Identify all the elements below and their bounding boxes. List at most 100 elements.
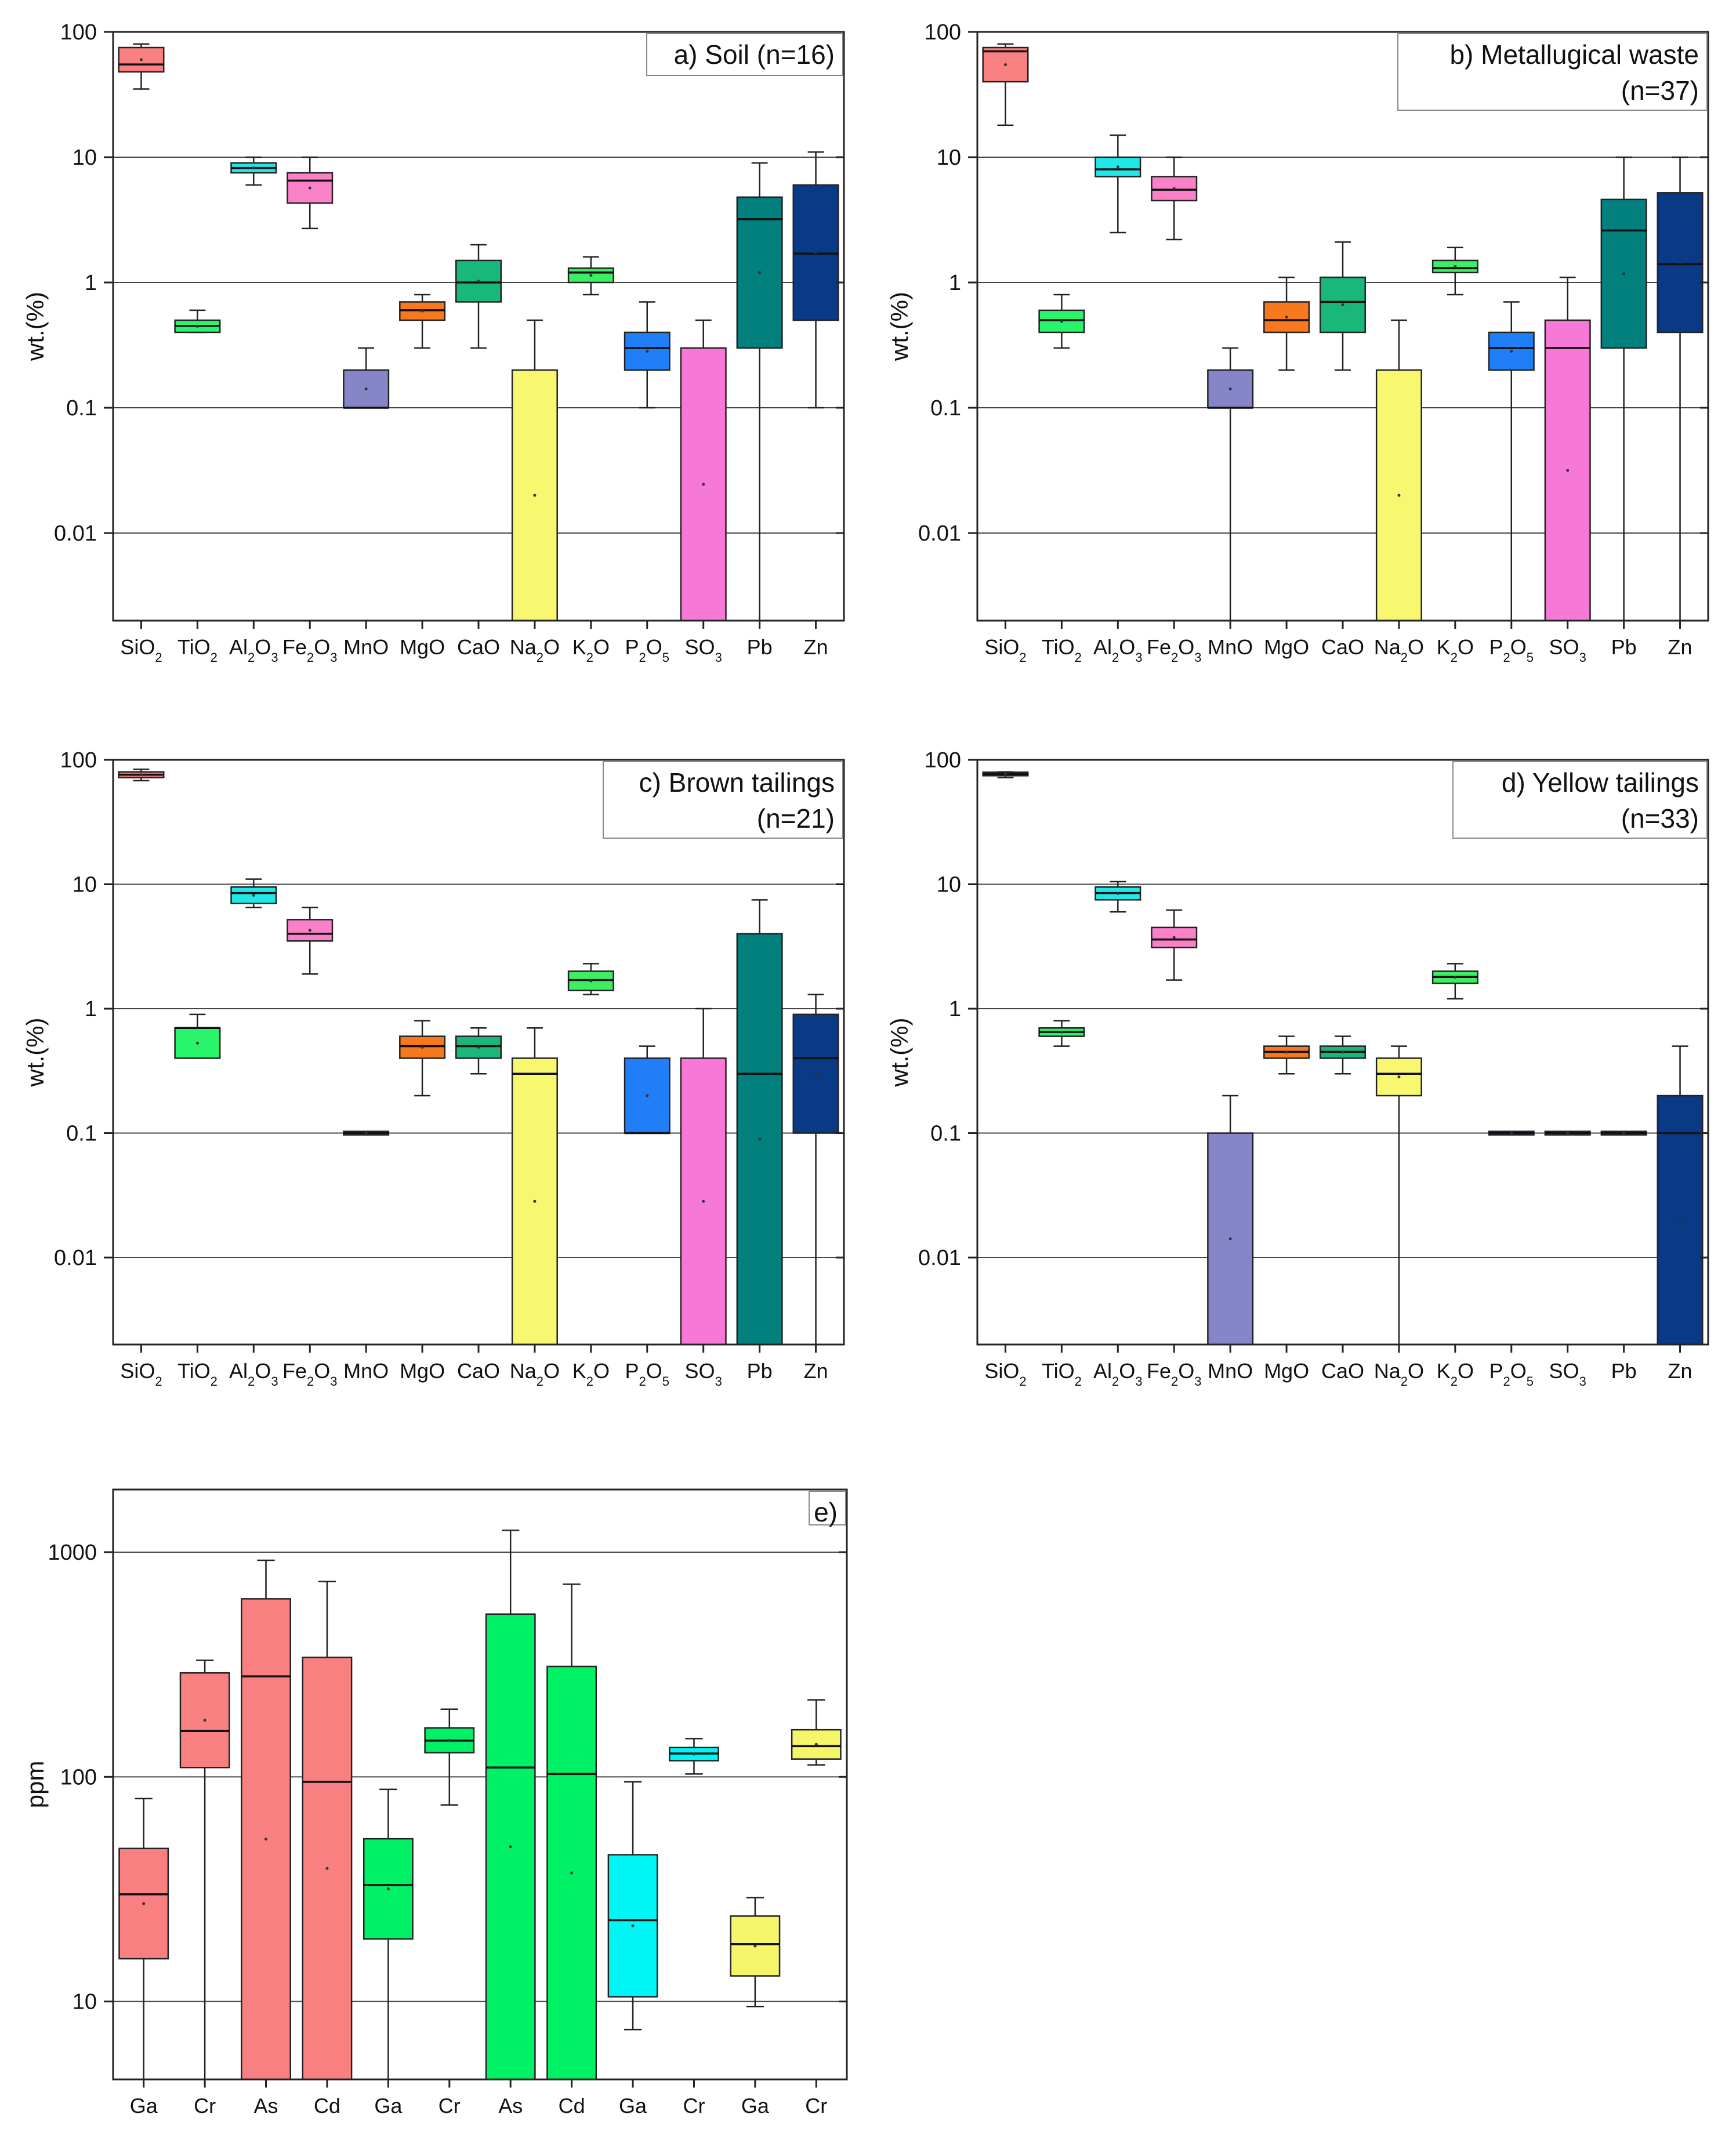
box-b-1 [1038, 293, 1085, 349]
box-d-2 [1094, 880, 1141, 913]
box-c-9 [624, 1045, 671, 1135]
panel-e: Ga Cr As Cd Ga Cr As Cd Ga Cr Ga Cr 1000 100 10 ppm e) [21, 1488, 848, 2118]
panel-title-line: d) Yellow tailings [1502, 767, 1699, 798]
y-axis-label: wt.(%) [886, 292, 913, 361]
x-tick-label: Na2O [510, 635, 560, 665]
mean-dot [308, 929, 311, 932]
box-c-2 [230, 878, 277, 908]
y-tick-label: 10 [73, 146, 97, 170]
y-tick-label: 0.01 [54, 521, 97, 546]
box-e-3 [302, 1581, 353, 2081]
box-e-7 [546, 1583, 597, 2081]
mean-dot [758, 271, 762, 274]
panel-d: SiO2 TiO2 Al2O3 Fe2O3 MnO MgO CaO Na2O K2O P2O5 SO… [886, 748, 1709, 1389]
mean-dot [631, 1924, 635, 1927]
mean-dot [1679, 261, 1682, 264]
mean-dot [814, 251, 818, 254]
x-tick-label: MnO [343, 635, 389, 659]
mean-dot [692, 1752, 695, 1756]
box-e-5 [424, 1708, 475, 1806]
mean-dot [1228, 387, 1232, 391]
y-tick-label: 100 [60, 748, 97, 773]
panel-title-box [809, 1491, 846, 1525]
mean-dot [142, 1902, 146, 1905]
mean-dot [421, 309, 424, 313]
mean-dot [509, 1845, 512, 1849]
mean-dot [252, 166, 255, 169]
box-d-6 [1319, 1035, 1367, 1075]
x-tick-label: Zn [1668, 1359, 1692, 1383]
panel-c: SiO2 TiO2 Al2O3 Fe2O3 MnO MgO CaO Na2O K2O P2O5 SO… [21, 748, 845, 1389]
box-a-2 [230, 156, 277, 186]
mean-dot [1679, 1218, 1682, 1222]
y-tick-label: 100 [925, 748, 961, 773]
mean-dot [1116, 892, 1119, 895]
panel-title-line: b) Metallugical waste [1449, 39, 1699, 70]
mean-dot [1060, 320, 1063, 323]
mean-dot [1172, 936, 1176, 939]
plot-frame [112, 31, 845, 622]
mean-dot [814, 1072, 818, 1075]
mean-dot [589, 274, 593, 277]
x-tick-label: Al2O3 [229, 1359, 278, 1389]
box-d-12 [1657, 1045, 1704, 1346]
x-tick-label: Fe2O3 [282, 1359, 338, 1389]
x-tick-label: TiO2 [177, 635, 218, 665]
box-d-3 [1151, 909, 1198, 981]
x-tick-label: MgO [400, 635, 445, 659]
mean-dot [702, 1200, 705, 1203]
box-c-1 [174, 1013, 221, 1059]
mean-dot [1341, 303, 1344, 307]
plot-frame [112, 1488, 848, 2081]
mean-dot [1285, 1050, 1288, 1054]
mean-dot [264, 1838, 268, 1841]
x-tick-label: SiO2 [984, 635, 1026, 665]
y-tick-label: 0.1 [930, 1122, 961, 1146]
y-axis-label: wt.(%) [21, 292, 49, 361]
x-tick-label: MgO [1264, 1359, 1309, 1383]
box-a-1 [174, 309, 221, 334]
mean-dot [1622, 272, 1626, 276]
x-tick-label: MgO [1264, 635, 1309, 659]
x-tick-label: Ga [741, 2094, 770, 2118]
x-tick-label: K2O [1437, 635, 1474, 665]
x-tick-label: Fe2O3 [1147, 635, 1202, 665]
box-b-2 [1094, 134, 1141, 234]
box-c-5 [399, 1020, 446, 1097]
mean-dot [477, 280, 480, 283]
x-tick-label: Pb [747, 635, 773, 659]
x-tick-label: Na2O [510, 1359, 560, 1389]
mean-dot [702, 483, 705, 486]
panel-title-line: (n=21) [757, 803, 835, 834]
mean-dot [753, 1944, 757, 1948]
x-tick-label: TiO2 [1042, 1359, 1082, 1389]
box-a-9 [624, 301, 671, 409]
box-c-6 [455, 1027, 502, 1075]
mean-dot [1622, 1132, 1626, 1135]
x-tick-label: Fe2O3 [1147, 1359, 1202, 1389]
mean-dot [364, 1132, 368, 1135]
y-tick-label: 1 [85, 271, 97, 295]
mean-dot [1003, 63, 1007, 66]
x-tick-label: Al2O3 [1093, 635, 1143, 665]
x-tick-label: Zn [1668, 635, 1692, 659]
box-e-4 [363, 1788, 414, 2079]
x-tick-label: CaO [1321, 635, 1364, 659]
mean-dot [448, 1738, 451, 1742]
x-tick-label: CaO [457, 635, 500, 659]
panel-b: SiO2 TiO2 Al2O3 Fe2O3 MnO MgO CaO Na2O K2O P2O5 SO… [886, 20, 1709, 665]
mean-dot [1285, 316, 1288, 319]
x-tick-label: MnO [1208, 635, 1253, 659]
x-tick-label: P2O5 [1489, 1359, 1534, 1389]
panel-title-line: a) Soil (n=16) [674, 39, 835, 70]
x-tick-label: TiO2 [1042, 635, 1082, 665]
x-tick-label: Zn [804, 1359, 828, 1383]
x-tick-label: SO3 [685, 1359, 722, 1389]
mean-dot [814, 1742, 818, 1746]
mean-dot [1454, 976, 1457, 979]
x-tick-label: P2O5 [625, 635, 670, 665]
mean-dot [1060, 1030, 1063, 1034]
x-tick-label: Pb [747, 1359, 773, 1383]
box-b-5 [1263, 276, 1310, 371]
